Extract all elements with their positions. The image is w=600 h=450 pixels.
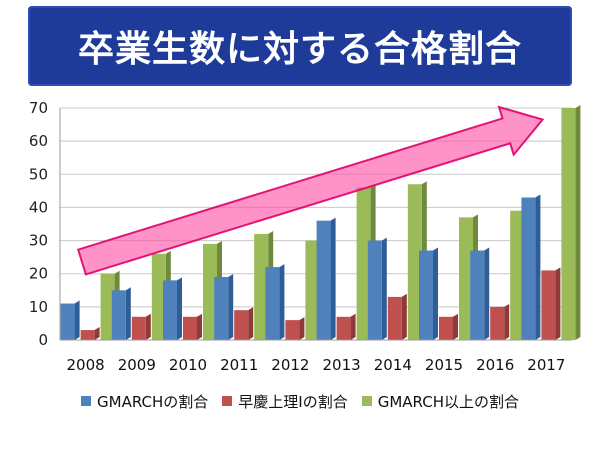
- bar-side: [299, 317, 305, 340]
- bar-2-2010: [183, 316, 197, 340]
- y-tick-label: 20: [29, 265, 48, 283]
- bar-2-2008: [80, 330, 95, 340]
- bar-side: [350, 313, 356, 340]
- x-tick-label: 2009: [118, 356, 156, 374]
- legend-label-gmarch-plus: GMARCH以上の割合: [377, 392, 519, 411]
- bar-3-2015: [459, 217, 473, 340]
- bar-side: [279, 264, 285, 340]
- trend-arrow-shape: [76, 105, 545, 276]
- legend-label-gmarch: GMARCHの割合: [97, 392, 209, 411]
- legend-label-soukei: 早慶上理Ⅰの割合: [238, 392, 348, 411]
- bar-2-2017: [541, 270, 556, 340]
- bar-side: [74, 300, 80, 340]
- bar-3-2013: [356, 187, 371, 340]
- bar-side: [401, 293, 407, 340]
- bar-1-2014: [367, 240, 382, 340]
- axes: 0 10 20 30 40 50 60 70 2008 2009 2010 2011 2012 2013 2…: [29, 99, 572, 374]
- title-banner: 卒業生数に対する合格割合: [28, 6, 572, 86]
- bar-side: [228, 274, 234, 340]
- bar-1-2013: [316, 220, 331, 340]
- legend-item-gmarch: GMARCHの割合: [81, 391, 208, 412]
- y-tick-label: 0: [38, 331, 48, 349]
- bar-3-2009: [151, 253, 166, 340]
- y-tick-label: 50: [29, 165, 48, 183]
- bar-2-2012: [285, 320, 300, 340]
- bar-2-2015: [439, 316, 453, 340]
- bar-2-2011: [234, 310, 249, 340]
- bar-3-2014: [407, 184, 422, 340]
- bar-1-2009: [111, 290, 126, 340]
- x-tick-label: 2008: [67, 356, 105, 374]
- bar-3-2016: [510, 210, 525, 340]
- x-tick-label: 2017: [527, 356, 565, 374]
- bar-2-2009: [131, 316, 146, 340]
- legend-swatch-gmarch: [81, 396, 92, 406]
- bars: [60, 105, 581, 340]
- bar-side: [94, 327, 100, 340]
- bar-1-2012: [265, 267, 280, 340]
- bar-side: [330, 217, 336, 340]
- legend-swatch-soukei: [222, 396, 233, 406]
- bar-1-2016: [470, 250, 485, 340]
- y-tick-label: 70: [29, 99, 48, 117]
- y-tick-label: 60: [29, 132, 48, 150]
- bar-side: [535, 194, 541, 340]
- bar-3-2017: [561, 108, 576, 340]
- bar-side: [484, 247, 490, 340]
- bar-3-2011: [254, 233, 269, 340]
- bar-side: [248, 307, 254, 340]
- trend-arrow: [76, 105, 545, 276]
- x-tick-label: 2016: [476, 356, 514, 374]
- x-tick-label: 2014: [374, 356, 412, 374]
- bar-1-2017: [521, 197, 536, 340]
- x-tick-label: 2015: [425, 356, 463, 374]
- bar-2-2016: [490, 306, 505, 340]
- bar-side: [177, 277, 182, 340]
- bar-side: [145, 313, 151, 340]
- bar-side: [555, 267, 561, 340]
- bar-2-2013: [336, 316, 351, 340]
- bar-1-2015: [419, 250, 433, 340]
- y-tick-label: 30: [29, 232, 48, 250]
- bar-side: [197, 313, 202, 340]
- bar-side: [433, 247, 438, 340]
- bar-side: [125, 287, 131, 340]
- x-tick-label: 2011: [220, 356, 258, 374]
- chart-title: 卒業生数に対する合格割合: [77, 29, 522, 70]
- bar-1-2008: [60, 303, 75, 340]
- bar-side: [453, 313, 458, 340]
- x-tick-label: 2010: [169, 356, 207, 374]
- legend-item-soukei: 早慶上理Ⅰの割合: [222, 391, 348, 412]
- bar-side: [381, 237, 387, 340]
- legend-item-gmarch-plus: GMARCH以上の割合: [361, 391, 519, 412]
- bar-1-2010: [163, 280, 177, 340]
- y-tick-label: 10: [29, 298, 48, 316]
- bar-3-2008: [100, 273, 115, 340]
- bar-side: [575, 105, 581, 340]
- x-tick-label: 2012: [271, 356, 309, 374]
- legend: GMARCHの割合 早慶上理Ⅰの割合 GMARCH以上の割合: [0, 386, 600, 416]
- y-tick-label: 40: [29, 198, 48, 216]
- bar-2-2014: [387, 296, 402, 340]
- bar-3-2012: [305, 240, 320, 340]
- x-tick-label: 2013: [323, 356, 361, 374]
- bar-3-2010: [203, 243, 217, 340]
- bar-side: [504, 303, 510, 340]
- bar-1-2011: [214, 277, 229, 340]
- legend-swatch-gmarch-plus: [361, 396, 372, 406]
